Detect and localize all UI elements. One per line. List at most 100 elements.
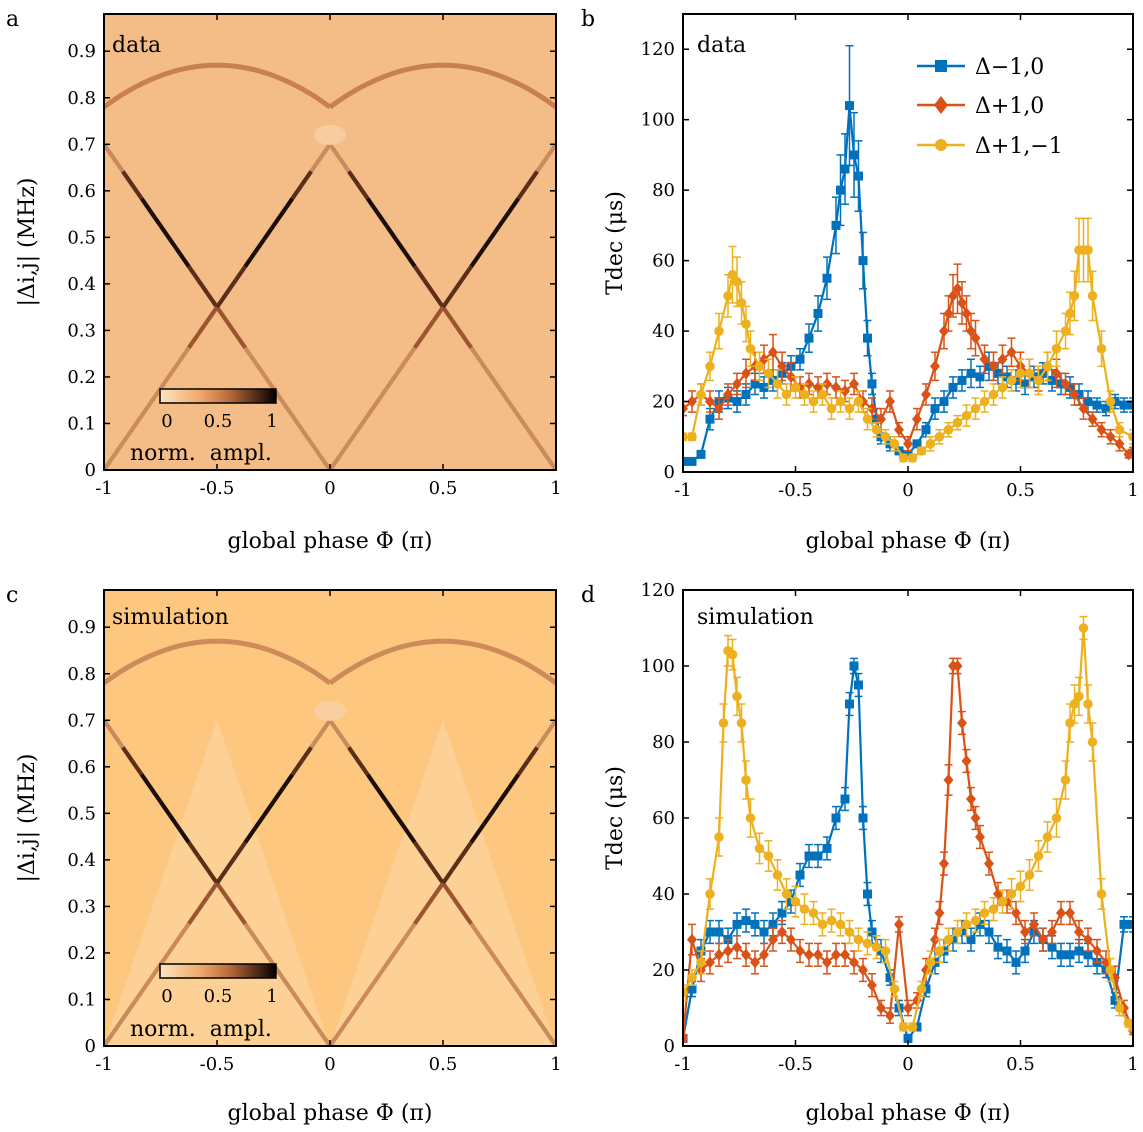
- point-d-2-55: [1115, 1003, 1125, 1013]
- point-d-2-53: [1097, 889, 1107, 899]
- point-b-0-34: [940, 397, 949, 406]
- point-d-2-8: [732, 692, 742, 702]
- heatmap-vline-a-2-1-4: [594, 199, 603, 213]
- point-d-2-4: [714, 832, 724, 842]
- point-d-2-46: [1061, 775, 1071, 785]
- point-d-2-27: [890, 984, 900, 994]
- legend-item-1: Δ+1,0: [975, 94, 1044, 119]
- heatmap-vline-c-0-0-1: [85, 734, 94, 748]
- point-d-2-29: [908, 1022, 918, 1032]
- panel-b-data-label: data: [697, 33, 746, 58]
- point-b-0-7: [742, 390, 751, 399]
- axis-d-xtick-3: 0.5: [1006, 1054, 1035, 1075]
- point-b-0-23: [859, 256, 868, 265]
- legend: Δ−1,0 Δ+1,0 Δ+1,−1: [917, 55, 1063, 159]
- point-d-0-47: [1075, 947, 1084, 956]
- axis-b-ytick-1: 20: [652, 392, 675, 413]
- line-bg-b: [683, 14, 1133, 472]
- axis-d-ytick-1: 20: [652, 960, 675, 981]
- legend-marker-yellow: [935, 139, 947, 151]
- legend-item-2: Δ+1,−1: [975, 134, 1063, 159]
- point-b-2-51: [1088, 291, 1098, 301]
- point-b-2-54: [1115, 425, 1125, 435]
- point-b-2-26: [890, 439, 900, 449]
- point-d-0-21: [854, 681, 863, 690]
- heatmap-vline-c-2-1-3: [584, 761, 593, 775]
- point-b-0-15: [814, 309, 823, 318]
- axis-a-ytick-8: 0.8: [67, 88, 96, 109]
- point-d-2-39: [998, 897, 1008, 907]
- axis-d-ytick-4: 80: [652, 732, 675, 753]
- point-b-2-37: [989, 390, 999, 400]
- point-d-2-36: [971, 916, 981, 926]
- point-d-0-4: [715, 928, 724, 937]
- colorbar-a-tick-0: 0: [161, 411, 172, 432]
- point-d-2-1: [687, 973, 697, 983]
- axis-d-ytick-3: 60: [652, 808, 675, 829]
- point-d-2-35: [962, 920, 972, 930]
- point-d-0-17: [832, 814, 841, 823]
- point-d-2-26: [881, 946, 891, 956]
- point-b-0-2: [697, 450, 706, 459]
- axis-d-xtick-2: 0: [902, 1054, 913, 1075]
- colorbar-a-tick-1: 0.5: [204, 411, 233, 432]
- heatmap-vline-a-2-1-9: [641, 266, 650, 280]
- axis-b-ytick-3: 60: [652, 251, 675, 272]
- axis-b-xtick-3: 0.5: [1006, 480, 1035, 501]
- point-d-0-13: [796, 871, 805, 880]
- axis-c-ytick-1: 0.1: [67, 989, 96, 1010]
- point-b-0-37: [967, 369, 976, 378]
- panel-letter-a: a: [6, 7, 19, 32]
- point-b-2-21: [845, 404, 855, 414]
- heatmap-vline-c-0-0-10: [0, 856, 9, 870]
- heatmap-vline-a-2-1-3: [584, 185, 593, 199]
- point-d-0-41: [1021, 947, 1030, 956]
- heatmap-vline-a-2-1-12: [669, 307, 678, 321]
- point-b-2-25: [881, 432, 891, 442]
- xlabel-a: global phase Φ (π): [228, 529, 433, 554]
- point-b-0-6: [733, 397, 742, 406]
- axis-c-ytick-2: 0.2: [67, 943, 96, 964]
- point-d-0-20: [850, 662, 859, 671]
- point-d-0-18: [841, 795, 850, 804]
- point-d-2-21: [836, 920, 846, 930]
- point-b-2-28: [908, 453, 918, 463]
- point-d-2-54: [1106, 965, 1116, 975]
- point-b-0-16: [823, 274, 832, 283]
- colorbar-a-bar: [160, 389, 276, 403]
- point-b-0-20: [845, 101, 854, 110]
- point-d-2-20: [827, 916, 837, 926]
- point-d-0-23: [863, 890, 872, 899]
- heatmap-spot-c: [314, 701, 346, 721]
- point-d-0-45: [1057, 950, 1066, 959]
- point-b-2-47: [1070, 291, 1080, 301]
- point-b-0-13: [796, 355, 805, 364]
- colorbar-c-tick-2: 1: [266, 986, 277, 1007]
- heatmap-vline-a-2-1-8: [631, 253, 640, 267]
- ylabel-a: |Δi,j| (MHz): [15, 177, 40, 306]
- axis-d-ytick-0: 0: [664, 1036, 675, 1057]
- axis-a-ytick-0: 0: [85, 460, 96, 481]
- point-d-0-52: [1120, 920, 1129, 929]
- heatmap-vline-a-0-0-4: [57, 199, 66, 213]
- point-d-2-44: [1043, 832, 1053, 842]
- axis-b-xtick-0: -1: [674, 480, 692, 501]
- point-b-2-52: [1097, 344, 1107, 354]
- axis-a-ytick-5: 0.5: [67, 227, 96, 248]
- point-b-0-22: [854, 172, 863, 181]
- point-d-2-15: [782, 889, 792, 899]
- heatmap-vline-c-2-1-1: [565, 734, 574, 748]
- point-d-2-40: [1007, 889, 1017, 899]
- point-d-2-43: [1034, 851, 1044, 861]
- point-d-2-37: [980, 908, 990, 918]
- axis-a-ytick-4: 0.4: [67, 274, 96, 295]
- axis-a-xtick-2: 0: [324, 478, 335, 499]
- point-d-2-23: [854, 935, 864, 945]
- heatmap-vline-a-2-1-11: [660, 294, 669, 308]
- colorbar-c-label: norm. ampl.: [130, 1017, 272, 1042]
- axis-d-ytick-2: 40: [652, 884, 675, 905]
- axis-a-xtick-1: -0.5: [200, 478, 235, 499]
- point-d-2-13: [764, 851, 774, 861]
- point-b-2-36: [980, 397, 990, 407]
